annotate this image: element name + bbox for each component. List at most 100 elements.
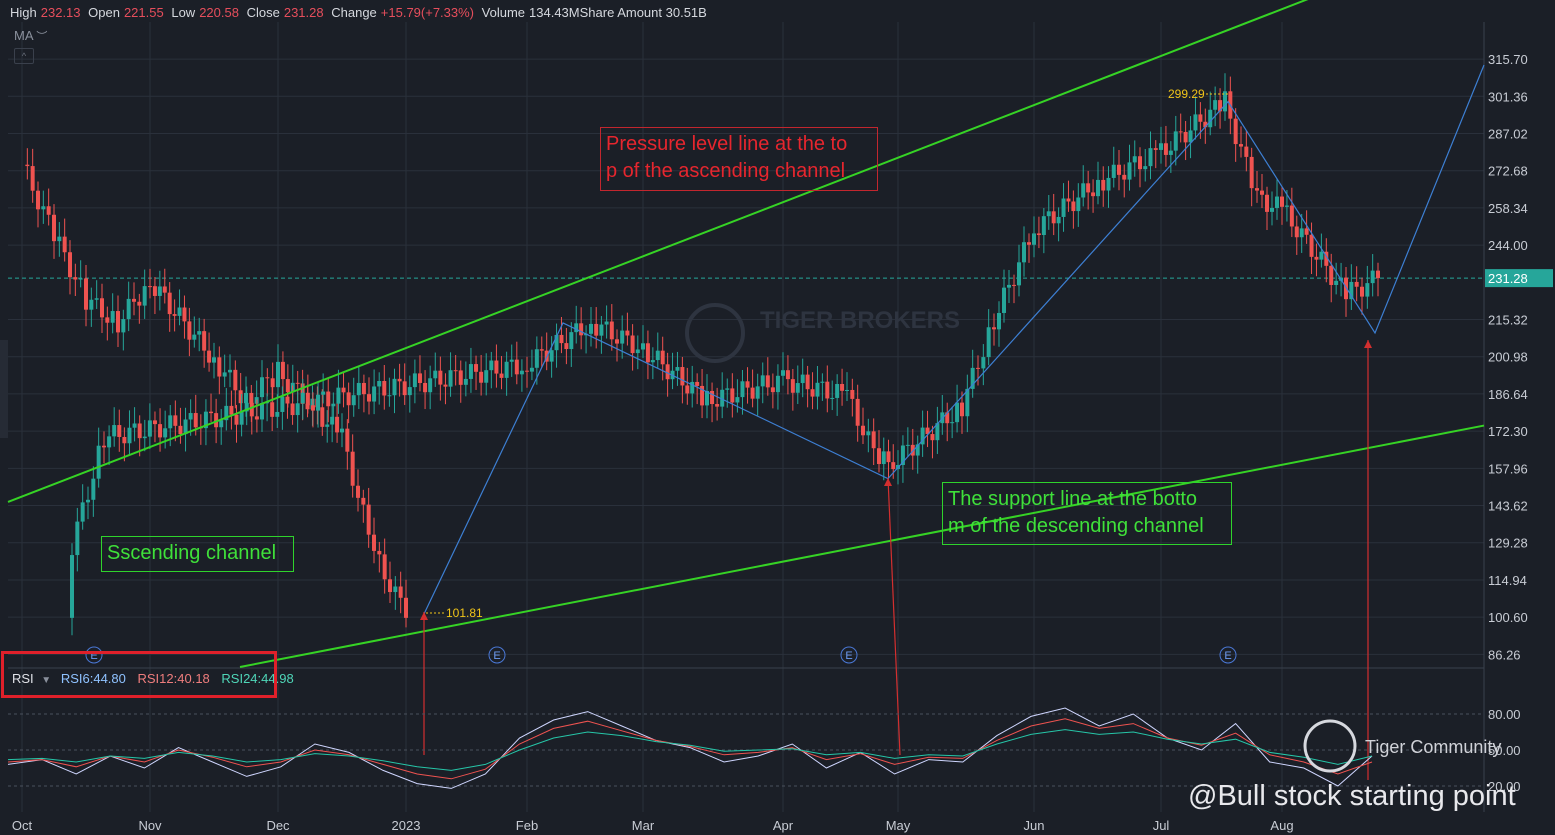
eye-hidden-icon[interactable]: ︶ <box>36 31 48 43</box>
candle-body <box>172 314 177 316</box>
candle-body <box>142 286 147 306</box>
candle-body <box>861 425 865 436</box>
rsi-panel: 80.00 50.00 20.00 <box>7 707 1521 794</box>
candle-body <box>94 298 99 300</box>
candle-body <box>91 478 96 500</box>
candle-body <box>387 395 392 397</box>
candle-body <box>1012 284 1016 286</box>
candle-body <box>1091 192 1096 197</box>
price-tick-label: 272.68 <box>1488 164 1528 179</box>
candle-body <box>417 373 422 383</box>
candle-body <box>981 357 986 369</box>
candle-body <box>1270 207 1274 212</box>
candle-body <box>1239 144 1243 147</box>
price-tick-label: 301.36 <box>1488 89 1528 104</box>
candle-body <box>886 451 891 463</box>
candle-body <box>970 367 975 389</box>
tiger-logo-ring <box>685 303 745 363</box>
candle-body <box>41 206 46 210</box>
candle-body <box>1208 109 1213 128</box>
candle-body <box>1360 286 1364 297</box>
candle-body <box>361 497 366 505</box>
candle-body <box>930 434 935 441</box>
candle-body <box>157 286 162 296</box>
candle-body <box>795 383 800 393</box>
candle-body <box>955 402 960 423</box>
price-tick-label: 157.96 <box>1488 461 1528 476</box>
price-tick-label: 258.34 <box>1488 201 1528 216</box>
candle-body <box>484 370 489 383</box>
candle-body <box>645 343 650 363</box>
candle-body <box>1244 146 1249 157</box>
candle-body <box>372 534 376 551</box>
candle-body <box>1249 156 1254 189</box>
candle-body <box>127 427 132 444</box>
rsi-highlight-box <box>1 651 277 698</box>
candle-body <box>781 370 785 376</box>
candle-body <box>1041 216 1046 236</box>
candle-body <box>1138 156 1142 170</box>
candle-body <box>1127 162 1132 180</box>
candle-body <box>382 380 387 396</box>
arrow-head <box>884 478 892 486</box>
candle-body <box>132 298 136 302</box>
rsi-line-rsi12 <box>7 718 1373 780</box>
candle-body <box>30 166 35 191</box>
candle-body <box>336 387 341 404</box>
candle-body <box>36 190 40 210</box>
candle-body <box>574 323 579 333</box>
candle-body <box>1148 148 1153 167</box>
candle-body <box>997 312 1001 330</box>
side-panel-handle[interactable] <box>0 340 8 438</box>
candle-body <box>295 403 300 416</box>
candle-body <box>152 286 157 296</box>
candle-body <box>102 445 106 448</box>
candle-body <box>765 375 770 388</box>
candle-body <box>650 360 655 363</box>
candle-body <box>1329 265 1334 285</box>
candle-body <box>625 330 630 336</box>
candle-body <box>529 367 534 372</box>
candle-body <box>790 379 795 393</box>
candle-body <box>46 206 51 215</box>
candle-body <box>1260 190 1264 195</box>
candle-body <box>238 390 243 404</box>
candle-body <box>630 335 635 354</box>
candle-body <box>275 411 280 417</box>
zigzag-line <box>423 64 1485 615</box>
candle-body <box>428 378 433 393</box>
candle-body <box>203 411 208 429</box>
candle-body <box>474 364 479 372</box>
candle-body <box>845 389 849 391</box>
price-tick-label: 200.98 <box>1488 350 1528 365</box>
candle-body <box>755 386 760 399</box>
candle-body <box>700 385 705 406</box>
candle-body <box>554 334 559 351</box>
candle-body <box>68 252 72 278</box>
candle-body <box>1376 270 1380 279</box>
candle-body <box>448 370 453 387</box>
candle-body <box>393 586 398 593</box>
candle-body <box>341 387 346 393</box>
candle-body <box>377 380 382 387</box>
candle-body <box>356 485 360 498</box>
trough-label: 101.81 <box>446 606 483 620</box>
candle-body <box>1022 242 1026 263</box>
candle-body <box>905 444 910 446</box>
candle-body <box>89 299 94 310</box>
candle-body <box>402 381 407 396</box>
candle-body <box>680 367 685 386</box>
candle-body <box>705 390 709 406</box>
candle-body <box>1223 91 1227 112</box>
price-tick-label: 287.02 <box>1488 127 1528 142</box>
candle-body <box>1096 179 1100 197</box>
collapse-button[interactable]: ^ <box>14 48 34 64</box>
candle-body <box>1032 233 1036 245</box>
candle-body <box>504 361 509 378</box>
caret-down-icon[interactable]: ▼ <box>41 675 52 686</box>
candle-body <box>1324 251 1329 266</box>
candle-body <box>1183 131 1188 143</box>
candle-body <box>770 387 775 393</box>
ma-indicator-toggle[interactable]: MA ︶ <box>14 28 47 44</box>
rsi12-value: RSI12:40.18 <box>137 671 210 686</box>
